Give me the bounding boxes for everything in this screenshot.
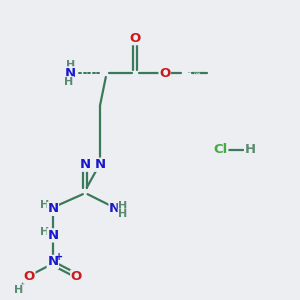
Text: methyl: methyl bbox=[194, 73, 200, 74]
Text: O: O bbox=[159, 67, 170, 80]
Text: N: N bbox=[80, 158, 91, 171]
Text: H: H bbox=[40, 227, 49, 237]
Text: H: H bbox=[118, 209, 128, 219]
Text: H: H bbox=[64, 77, 74, 87]
Text: N: N bbox=[109, 202, 120, 215]
Text: N: N bbox=[65, 67, 76, 80]
Text: O: O bbox=[71, 270, 82, 283]
Text: H: H bbox=[14, 285, 24, 295]
Text: O: O bbox=[130, 32, 141, 45]
Text: N: N bbox=[47, 202, 58, 215]
Text: H: H bbox=[66, 60, 75, 70]
Text: H: H bbox=[244, 143, 256, 157]
Text: methyl: methyl bbox=[188, 72, 193, 74]
Text: H: H bbox=[118, 201, 128, 211]
Text: N: N bbox=[47, 255, 58, 268]
Text: N: N bbox=[47, 229, 58, 242]
Text: +: + bbox=[55, 252, 63, 262]
Text: H: H bbox=[40, 200, 49, 210]
Text: N: N bbox=[94, 158, 106, 171]
Text: Cl: Cl bbox=[214, 143, 228, 157]
Text: O: O bbox=[24, 270, 35, 283]
